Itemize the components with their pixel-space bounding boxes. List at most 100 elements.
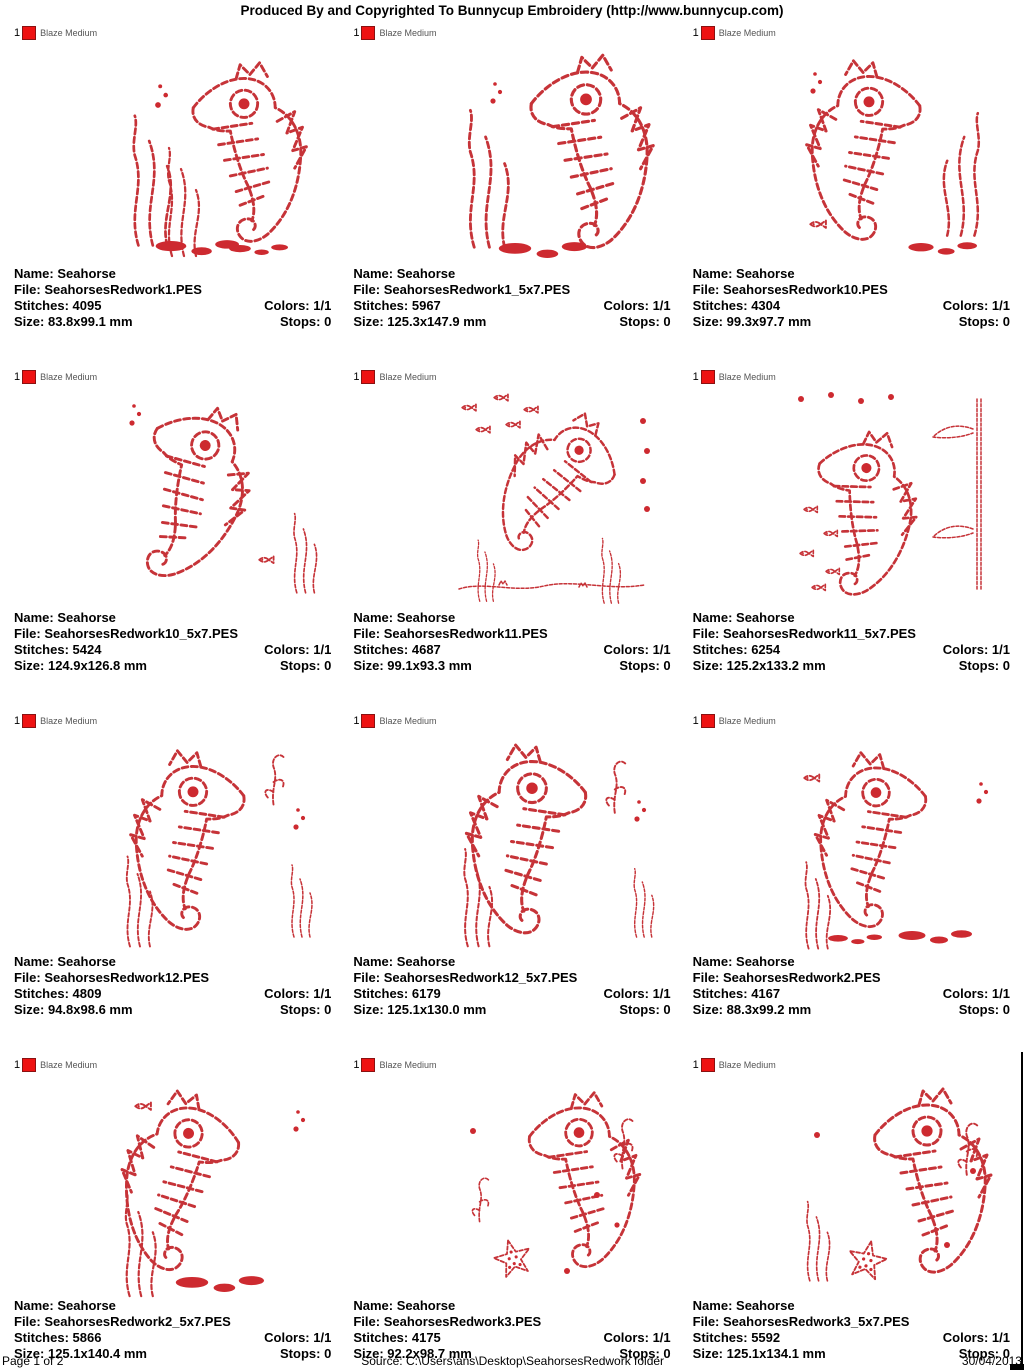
size-label: Size: <box>692 1002 723 1017</box>
thread-number: 1 <box>14 371 21 383</box>
thread-color-row: 1 Blaze Medium <box>353 714 670 728</box>
stitches-label: Stitches: <box>14 642 69 657</box>
stops-label: Stops: <box>958 314 1000 329</box>
embroidery-design-preview <box>693 730 1010 950</box>
thread-name: Blaze Medium <box>718 1060 776 1070</box>
stops-label: Stops: <box>619 314 660 329</box>
design-metadata: Name: Seahorse File: SeahorsesRedwork11_… <box>693 610 1010 674</box>
thread-name: Blaze Medium <box>379 372 437 382</box>
stitches-value: 5424 <box>72 642 102 657</box>
stitches-label: Stitches: <box>692 642 748 657</box>
file-value: SeahorsesRedwork2.PES <box>723 970 881 985</box>
colors-value: 1/1 <box>313 1330 332 1345</box>
design-metadata: Name: Seahorse File: SeahorsesRedwork1_5… <box>353 266 670 330</box>
stitches-label: Stitches: <box>14 298 69 313</box>
thread-number: 1 <box>353 27 360 39</box>
stops-label: Stops: <box>280 1002 321 1017</box>
stops-value: 0 <box>324 658 332 673</box>
name-value: Seahorse <box>736 266 795 281</box>
colors-value: 1/1 <box>991 1330 1010 1345</box>
stitches-label: Stitches: <box>353 1330 409 1345</box>
stitches-label: Stitches: <box>692 986 748 1001</box>
thread-name: Blaze Medium <box>40 716 98 726</box>
thread-color-swatch-icon <box>22 1058 37 1072</box>
file-label: File: <box>14 970 41 985</box>
thread-color-row: 1 Blaze Medium <box>693 1058 1010 1072</box>
stops-value: 0 <box>663 1346 671 1361</box>
name-value: Seahorse <box>396 610 456 625</box>
file-value: SeahorsesRedwork3.PES <box>383 1314 542 1329</box>
thread-color-row: 1 Blaze Medium <box>14 1058 331 1072</box>
embroidery-design-preview <box>14 385 331 606</box>
size-value: 88.3x99.2 mm <box>726 1002 812 1017</box>
stops-label: Stops: <box>619 1346 660 1361</box>
stitches-label: Stitches: <box>692 1330 748 1345</box>
design-metadata: Name: Seahorse File: SeahorsesRedwork3_5… <box>693 1298 1010 1362</box>
design-cell: 1 Blaze Medium Name: Seahorse File: Seah… <box>14 370 331 674</box>
colors-value: 1/1 <box>652 642 671 657</box>
stops-value: 0 <box>663 1002 671 1017</box>
colors-value: 1/1 <box>313 642 332 657</box>
stops-value: 0 <box>1002 1346 1010 1361</box>
size-label: Size: <box>14 658 45 673</box>
embroidery-design-preview <box>14 1074 331 1298</box>
thread-color-row: 1 Blaze Medium <box>14 714 331 728</box>
window-edge-artifact <box>1021 1052 1023 1368</box>
colors-label: Colors: <box>264 1330 310 1345</box>
stitches-label: Stitches: <box>14 986 69 1001</box>
size-value: 125.2x133.2 mm <box>726 658 826 673</box>
colors-label: Colors: <box>942 1330 989 1345</box>
design-cell: 1 Blaze Medium Name: Seahorse File: Seah… <box>353 26 671 330</box>
seahorse-artwork <box>805 1087 993 1282</box>
file-value: SeahorsesRedwork10_5x7.PES <box>44 626 239 641</box>
embroidery-design-preview <box>353 386 670 606</box>
stops-value: 0 <box>1002 314 1010 329</box>
design-metadata: Name: Seahorse File: SeahorsesRedwork2_5… <box>14 1298 331 1362</box>
file-label: File: <box>353 970 381 985</box>
design-cell: 1 Blaze Medium Name: Seahorse File: Seah… <box>14 714 331 1018</box>
stops-label: Stops: <box>958 658 1000 673</box>
thread-name: Blaze Medium <box>40 28 98 38</box>
colors-label: Colors: <box>942 642 989 657</box>
file-label: File: <box>353 626 381 641</box>
design-cell: 1 Blaze Medium Name: Seahorse File: Seah… <box>353 1058 671 1362</box>
name-value: Seahorse <box>57 266 116 281</box>
file-value: SeahorsesRedwork11_5x7.PES <box>723 626 916 641</box>
seahorse-artwork <box>101 385 318 598</box>
thread-name: Blaze Medium <box>40 1060 98 1070</box>
file-label: File: <box>353 282 381 297</box>
stitches-value: 4809 <box>72 986 102 1001</box>
size-value: 99.3x97.7 mm <box>726 314 812 329</box>
thread-color-swatch-icon <box>22 26 37 40</box>
stops-label: Stops: <box>280 314 321 329</box>
thread-number: 1 <box>14 27 21 39</box>
seahorse-artwork <box>470 1091 642 1280</box>
stitches-label: Stitches: <box>14 1330 69 1345</box>
file-label: File: <box>14 282 41 297</box>
size-value: 124.9x126.8 mm <box>47 658 147 673</box>
colors-value: 1/1 <box>991 642 1010 657</box>
thread-color-row: 1 Blaze Medium <box>693 370 1010 384</box>
design-metadata: Name: Seahorse File: SeahorsesRedwork10_… <box>14 610 331 674</box>
thread-color-swatch-icon <box>361 714 376 728</box>
design-metadata: Name: Seahorse File: SeahorsesRedwork3.P… <box>353 1298 670 1362</box>
colors-value: 1/1 <box>991 986 1010 1001</box>
name-label: Name: <box>353 954 394 969</box>
embroidery-design-preview <box>693 42 1010 262</box>
seahorse-artwork <box>804 59 980 256</box>
thread-color-swatch-icon <box>700 714 715 728</box>
size-value: 92.2x98.7 mm <box>387 1346 472 1361</box>
thread-name: Blaze Medium <box>718 716 776 726</box>
thread-name: Blaze Medium <box>379 1060 437 1070</box>
thread-color-swatch-icon <box>361 26 376 40</box>
stops-label: Stops: <box>958 1002 1000 1017</box>
thread-color-row: 1 Blaze Medium <box>353 370 670 384</box>
size-label: Size: <box>14 1346 45 1361</box>
seahorse-artwork <box>132 61 309 258</box>
colors-label: Colors: <box>942 986 989 1001</box>
thread-color-row: 1 Blaze Medium <box>14 26 331 40</box>
file-value: SeahorsesRedwork12_5x7.PES <box>383 970 578 985</box>
stops-value: 0 <box>324 314 332 329</box>
size-label: Size: <box>692 1346 723 1361</box>
name-value: Seahorse <box>57 954 116 969</box>
